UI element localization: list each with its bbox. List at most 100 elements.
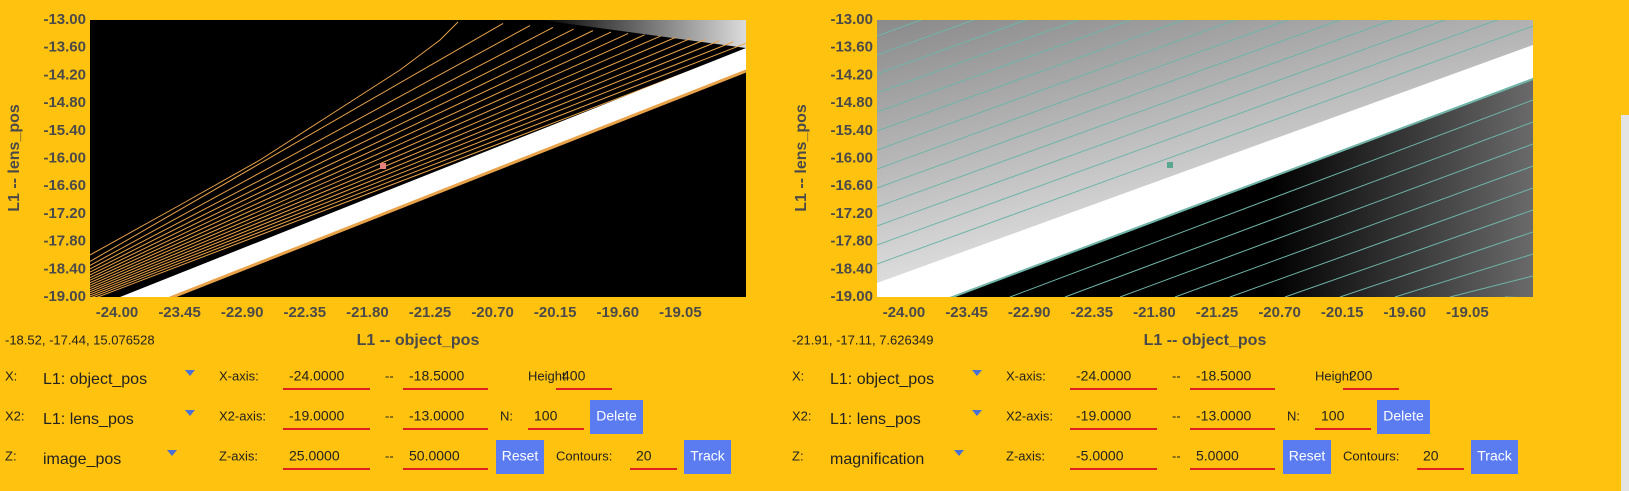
contour-line [90, 38, 691, 291]
input-field[interactable]: 100 [1321, 408, 1345, 424]
contour-image [90, 20, 746, 297]
input-field[interactable]: 20 [636, 448, 652, 464]
input-field[interactable]: 200 [1349, 368, 1373, 384]
band [120, 48, 746, 297]
contour-line [1064, 121, 1533, 297]
contour-line [90, 31, 612, 279]
y-tick-label: -18.40 [43, 260, 86, 277]
control-label: X2: [5, 408, 25, 423]
control-label: -- [385, 368, 394, 383]
x-tick-label: -21.25 [1196, 304, 1239, 321]
button-label[interactable]: Track [1477, 448, 1512, 464]
control-label: -- [385, 408, 394, 423]
y-tick-label: -16.60 [830, 177, 873, 194]
band [877, 45, 1533, 297]
input-field[interactable]: -13.0000 [1196, 408, 1251, 424]
contour-line [877, 20, 1028, 75]
button[interactable] [1283, 440, 1331, 474]
input-field[interactable]: 25.0000 [289, 448, 340, 464]
y-tick-label: -13.00 [43, 11, 86, 28]
button[interactable] [684, 440, 731, 474]
dropdown-value[interactable]: L1: object_pos [43, 371, 147, 388]
input-field[interactable]: -24.0000 [1076, 368, 1131, 384]
dropdown-value[interactable]: L1: lens_pos [43, 411, 134, 428]
dropdown-arrow[interactable] [972, 410, 982, 416]
input-field[interactable]: -13.0000 [409, 408, 464, 424]
button-label[interactable]: Delete [1383, 408, 1424, 424]
y-tick-label: -17.80 [43, 233, 86, 250]
x-tick-label: -22.90 [1008, 304, 1051, 321]
control-label: Z: [792, 448, 804, 463]
contour-line [91, 42, 746, 297]
x-tick-label: -21.80 [1133, 304, 1176, 321]
input-field[interactable]: -19.0000 [289, 408, 344, 424]
dropdown-value[interactable]: L1: object_pos [830, 371, 934, 388]
contour-line [90, 39, 706, 293]
y-tick-label: -13.00 [830, 11, 873, 28]
input-field[interactable]: -18.5000 [409, 368, 464, 384]
dropdown-arrow[interactable] [167, 450, 177, 456]
y-tick-label: -13.60 [43, 39, 86, 56]
x-tick-label: -20.70 [471, 304, 514, 321]
input-field[interactable]: -5.0000 [1076, 448, 1124, 464]
input-field[interactable]: -24.0000 [289, 368, 344, 384]
scrollbar[interactable] [1621, 115, 1629, 491]
x-tick-label: -20.15 [534, 304, 577, 321]
y-tick-label: -15.40 [43, 122, 86, 139]
contour-line [877, 20, 1237, 151]
control-label: -- [1172, 408, 1181, 423]
dropdown-value[interactable]: magnification [830, 451, 924, 468]
control-label: Height [1315, 368, 1353, 383]
button[interactable] [1377, 400, 1430, 434]
dropdown-arrow[interactable] [954, 450, 964, 456]
control-label: Height [528, 368, 566, 383]
button-label[interactable]: Reset [1289, 448, 1326, 464]
contour-line [877, 20, 1342, 189]
control-label: Contours: [556, 448, 612, 463]
x-tick-label: -21.80 [346, 304, 389, 321]
dropdown-value[interactable]: L1: lens_pos [830, 411, 921, 428]
button[interactable] [1471, 440, 1518, 474]
x-tick-label: -23.45 [158, 304, 201, 321]
input-field[interactable]: 50.0000 [409, 448, 460, 464]
dropdown-arrow[interactable] [185, 370, 195, 376]
input-field[interactable]: 100 [534, 408, 558, 424]
button-label[interactable]: Delete [596, 408, 637, 424]
status-text: -18.52, -17.44, 15.076528 [5, 332, 155, 347]
button[interactable] [496, 440, 544, 474]
contour-line [877, 20, 1133, 113]
y-tick-label: -19.00 [43, 288, 86, 305]
plot-panel: -13.00 -13.60 -14.20 -14.80 -15.40 -16.00 -16.… [5, 11, 746, 474]
input-field[interactable]: -18.5000 [1196, 368, 1251, 384]
input-field[interactable]: 400 [562, 368, 586, 384]
dropdown-arrow[interactable] [972, 370, 982, 376]
contour-line [877, 20, 1185, 132]
contour-line [90, 28, 574, 273]
control-label: -- [1172, 368, 1181, 383]
contour-line [1339, 231, 1533, 297]
shading [540, 20, 746, 48]
contour-edge [169, 69, 746, 297]
x-tick-label: -21.25 [409, 304, 452, 321]
contour-line [90, 23, 504, 262]
dropdown-value[interactable]: image_pos [43, 451, 121, 468]
button-label[interactable]: Track [690, 448, 725, 464]
contour-line [90, 25, 531, 266]
dropdown-arrow[interactable] [185, 410, 195, 416]
control-label: -- [385, 448, 394, 463]
input-field[interactable]: -19.0000 [1076, 408, 1131, 424]
x-tick-label: -19.60 [597, 304, 640, 321]
input-field[interactable]: 5.0000 [1196, 448, 1239, 464]
button[interactable] [590, 400, 643, 434]
button-label[interactable]: Reset [502, 448, 539, 464]
y-tick-label: -16.00 [43, 149, 86, 166]
x-tick-label: -22.90 [221, 304, 264, 321]
x-tick-label: -24.00 [96, 304, 139, 321]
control-label: X: [792, 368, 804, 383]
y-tick-label: -16.60 [43, 177, 86, 194]
contour-line [877, 20, 1499, 246]
control-label: X2: [792, 408, 812, 423]
input-field[interactable]: 20 [1423, 448, 1439, 464]
contour-line [90, 30, 594, 276]
